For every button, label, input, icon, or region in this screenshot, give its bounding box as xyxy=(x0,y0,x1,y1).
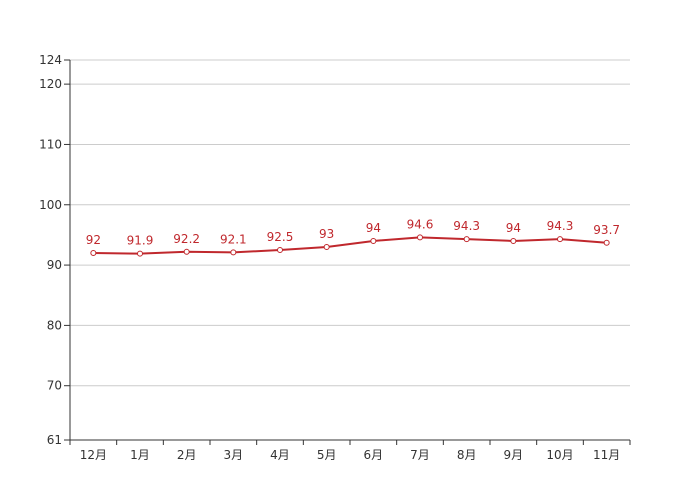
data-label: 94.3 xyxy=(547,219,574,233)
x-tick-label: 8月 xyxy=(457,448,477,462)
data-point xyxy=(417,234,423,241)
data-point xyxy=(277,247,283,253)
x-tick-label: 7月 xyxy=(410,448,430,462)
data-label: 91.9 xyxy=(127,234,154,248)
y-tick-label: 124 xyxy=(39,53,62,67)
data-label: 94.6 xyxy=(407,217,434,231)
y-tick-label: 100 xyxy=(39,198,62,212)
data-point xyxy=(230,249,237,256)
data-point xyxy=(323,243,330,250)
data-label: 93 xyxy=(319,227,334,241)
y-tick-label: 70 xyxy=(47,379,62,393)
x-tick-label: 5月 xyxy=(317,448,337,462)
series-line xyxy=(93,236,607,255)
data-point xyxy=(510,237,517,244)
data-label: 92.2 xyxy=(173,232,200,246)
data-point xyxy=(370,237,377,244)
data-label: 94 xyxy=(366,221,381,235)
data-label: 92 xyxy=(86,233,101,247)
y-tick-label: 120 xyxy=(39,77,62,91)
x-tick-label: 3月 xyxy=(224,448,244,462)
grid-lines xyxy=(70,59,630,387)
data-point xyxy=(603,239,610,246)
data-labels: 92 91.9 92.2 92.1 92.5 93 94 94.6 94.3 94 94.3 93.7 xyxy=(86,217,620,247)
axes: 61 70 80 90 100 110 120 124 12月 1月 2月 3月 4月 5月 6月 7月 8月 9… xyxy=(39,53,631,462)
data-label: 94.3 xyxy=(453,219,480,233)
data-label: 93.7 xyxy=(593,223,620,237)
y-tick-label: 110 xyxy=(39,137,62,151)
y-tick-label: 61 xyxy=(47,433,62,447)
x-tick-label: 1月 xyxy=(130,448,150,462)
x-tick-label: 10月 xyxy=(546,448,573,462)
x-tick-label: 6月 xyxy=(364,448,384,462)
series-line-group xyxy=(90,234,610,257)
data-label: 92.5 xyxy=(267,230,294,244)
data-point xyxy=(557,236,563,243)
data-point xyxy=(137,250,143,257)
data-point xyxy=(183,248,190,255)
x-tick-label: 2月 xyxy=(177,448,197,462)
x-tick-label: 9月 xyxy=(504,448,524,462)
x-tick-label: 12月 xyxy=(80,448,107,462)
data-label: 92.1 xyxy=(220,232,247,246)
x-tick-label: 4月 xyxy=(270,448,290,462)
y-tick-label: 90 xyxy=(47,258,62,272)
data-point xyxy=(90,250,97,257)
data-point xyxy=(463,236,470,243)
y-tick-label: 80 xyxy=(47,318,62,332)
x-tick-label: 11月 xyxy=(593,448,620,462)
data-label: 94 xyxy=(506,221,521,235)
